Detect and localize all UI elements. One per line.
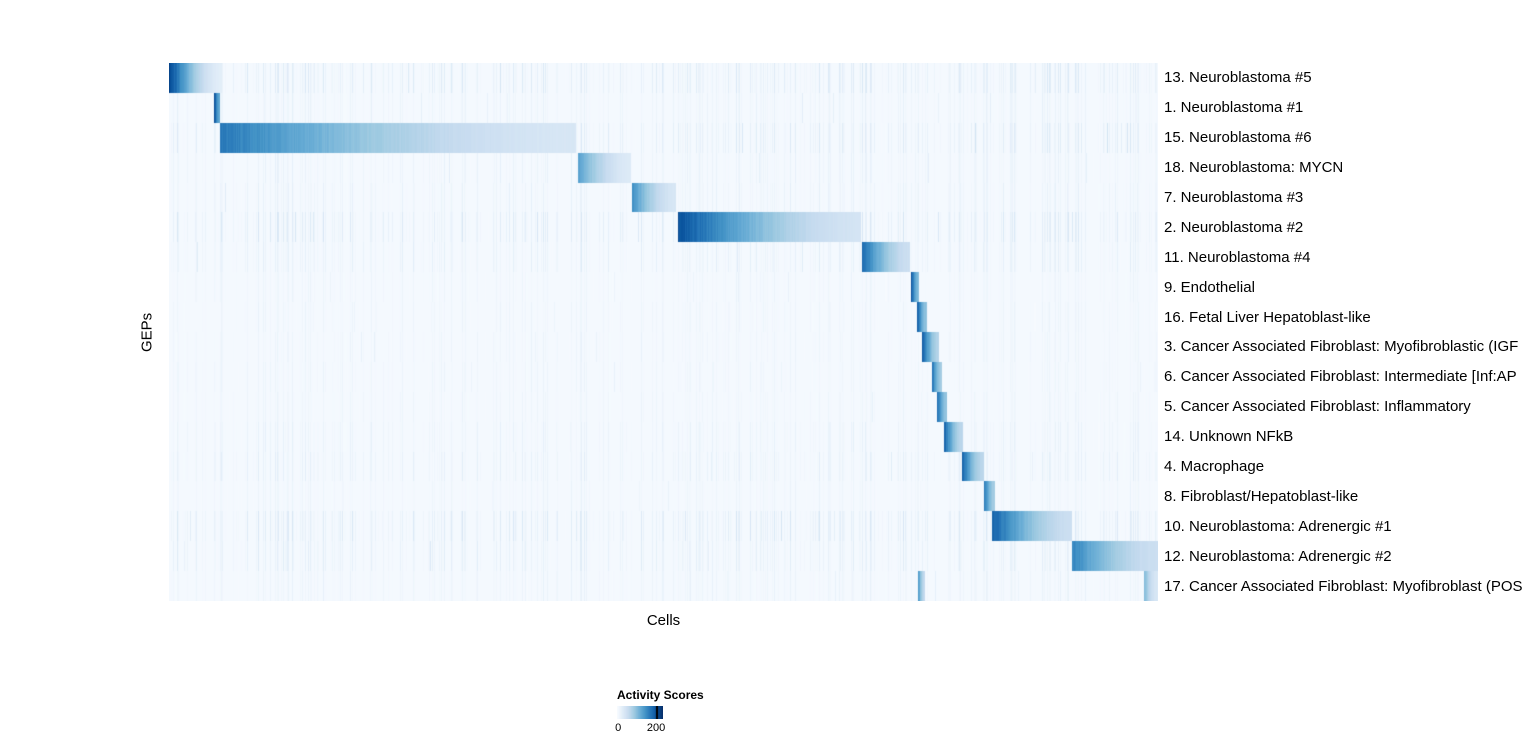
row-label: 8. Fibroblast/Hepatoblast-like [1164, 487, 1359, 505]
legend-max-label: 200 [646, 722, 666, 734]
row-label: 6. Cancer Associated Fibroblast: Interme… [1164, 368, 1517, 386]
row-labels: 13. Neuroblastoma #5 1. Neuroblastoma #1 1… [1164, 63, 1540, 601]
row-label: 17. Cancer Associated Fibroblast: Myofib… [1164, 577, 1523, 595]
row-label: 15. Neuroblastoma #6 [1164, 129, 1312, 147]
legend-gradient-bar [617, 706, 663, 719]
legend-min-label: 0 [615, 722, 622, 734]
row-label: 5. Cancer Associated Fibroblast: Inflamm… [1164, 398, 1471, 416]
y-axis-label: GEPs [138, 312, 156, 352]
row-label: 12. Neuroblastoma: Adrenergic #2 [1164, 547, 1392, 565]
x-axis-label: Cells [646, 612, 681, 629]
legend-ticks: 0 200 [615, 722, 666, 736]
row-label: 4. Macrophage [1164, 458, 1265, 476]
heatmap-canvas [169, 63, 1158, 601]
row-label: 9. Endothelial [1164, 278, 1255, 296]
legend-gradient-canvas [617, 706, 663, 719]
row-label: 2. Neuroblastoma #2 [1164, 218, 1304, 236]
row-label: 10. Neuroblastoma: Adrenergic #1 [1164, 517, 1392, 535]
row-label: 1. Neuroblastoma #1 [1164, 99, 1304, 117]
legend: Activity Scores 0 200 [615, 688, 737, 736]
row-label: 18. Neuroblastoma: MYCN [1164, 159, 1344, 177]
row-label: 3. Cancer Associated Fibroblast: Myofibr… [1164, 338, 1519, 356]
row-label: 13. Neuroblastoma #5 [1164, 69, 1312, 87]
row-label: 16. Fetal Liver Hepatoblast-like [1164, 308, 1371, 326]
legend-title: Activity Scores [617, 688, 704, 702]
row-label: 14. Unknown NFkB [1164, 428, 1294, 446]
row-label: 7. Neuroblastoma #3 [1164, 189, 1304, 206]
row-label: 11. Neuroblastoma #4 [1164, 248, 1311, 266]
